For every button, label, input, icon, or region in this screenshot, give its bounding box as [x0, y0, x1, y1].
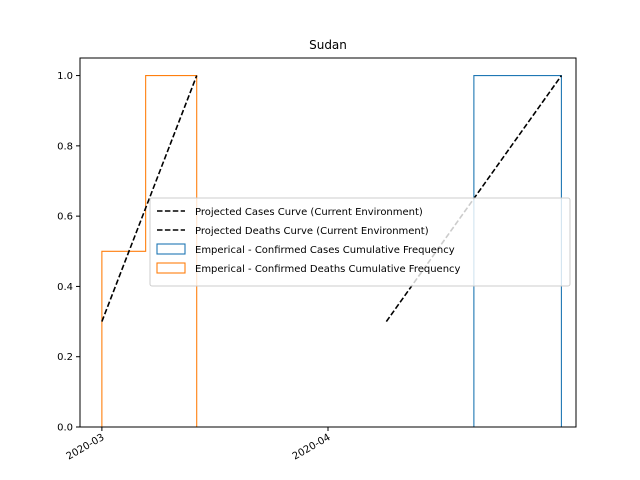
series-2-line — [101, 75, 198, 322]
legend-box — [149, 197, 571, 287]
legend-label: Projected Cases Curve (Current Environme… — [195, 207, 423, 218]
chart-title: Sudan — [309, 38, 347, 52]
legend-label: Emperical - Confirmed Cases Cumulative F… — [195, 245, 455, 256]
y-tick-label: 0.4 — [57, 282, 73, 293]
legend-label: Emperical - Confirmed Deaths Cumulative … — [195, 264, 461, 275]
y-tick-label: 0.0 — [57, 423, 73, 434]
y-tick-label: 0.2 — [57, 352, 73, 363]
legend-handle-patch — [156, 243, 186, 255]
y-tick-label: 0.6 — [57, 212, 73, 223]
series-4-step — [101, 75, 198, 427]
y-tick-label: 1.0 — [57, 71, 73, 82]
legend: Projected Cases Curve (Current Environme… — [149, 197, 571, 287]
y-tick-label: 0.8 — [57, 141, 73, 152]
legend-handle-patch — [156, 262, 186, 274]
legend-label: Projected Deaths Curve (Current Environm… — [195, 226, 429, 237]
